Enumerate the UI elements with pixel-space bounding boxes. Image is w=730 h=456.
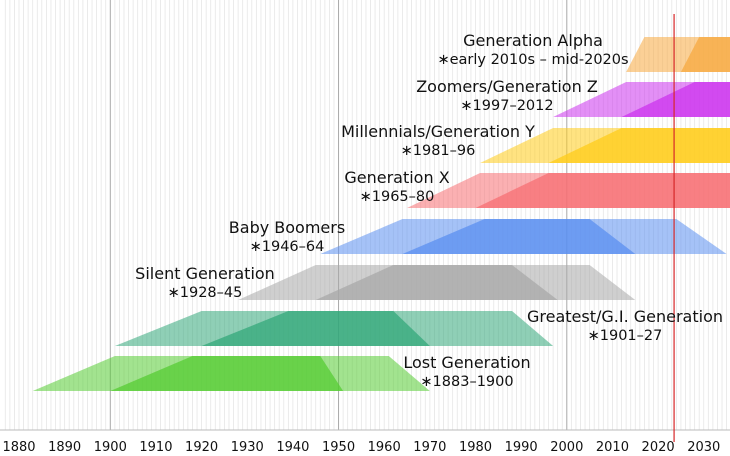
band-inner-trapezoid <box>548 128 730 163</box>
generation-years: ∗1883–1900 <box>420 374 513 390</box>
generation-band <box>320 219 727 254</box>
generation-band <box>553 82 730 117</box>
generation-years: ∗1928–45 <box>168 285 243 301</box>
generation-name: Lost Generation <box>403 353 530 372</box>
band-inner-trapezoid <box>315 265 558 300</box>
x-tick-label: 1960 <box>368 440 401 455</box>
generation-band <box>407 173 730 208</box>
x-tick-label: 2010 <box>596 440 629 455</box>
band-inner-trapezoid <box>402 219 636 254</box>
x-tick-label: 2030 <box>687 440 720 455</box>
generation-name: Generation X <box>344 168 449 187</box>
grid-lines <box>0 0 730 431</box>
generation-years: ∗1946–64 <box>250 239 325 255</box>
generation-label: Generation X ∗1965–80 <box>344 168 449 205</box>
band-inner-trapezoid <box>475 173 730 208</box>
generation-label: Lost Generation ∗1883–1900 <box>403 353 530 390</box>
generation-band <box>480 128 730 163</box>
x-axis-ticks: 1880 1890 1900 1910 1920 1930 1940 1950 1960 1970… <box>2 440 720 455</box>
band-inner-trapezoid <box>110 356 344 391</box>
generation-years: ∗1965–80 <box>360 189 435 205</box>
generation-band <box>114 311 554 346</box>
band-inner-trapezoid <box>680 37 730 72</box>
x-tick-label: 1970 <box>413 440 446 455</box>
x-tick-label: 1910 <box>139 440 172 455</box>
generation-label: Millennials/Generation Y ∗1981–96 <box>341 122 535 159</box>
x-tick-label: 2020 <box>642 440 675 455</box>
x-tick-label: 1920 <box>185 440 218 455</box>
band-inner-trapezoid <box>201 311 430 346</box>
generation-labels: Generation Alpha ∗early 2010s – mid-2020s… <box>135 31 723 390</box>
x-tick-label: 1980 <box>459 440 492 455</box>
generation-name: Millennials/Generation Y <box>341 122 535 141</box>
x-tick-label: 2000 <box>550 440 583 455</box>
x-tick-label: 1950 <box>322 440 355 455</box>
x-tick-label: 1880 <box>2 440 35 455</box>
generation-name: Generation Alpha <box>463 31 603 50</box>
x-tick-label: 1990 <box>505 440 538 455</box>
generation-years: ∗1901–27 <box>588 328 663 344</box>
generation-years: ∗1997–2012 <box>460 98 553 114</box>
generation-label: Baby Boomers ∗1946–64 <box>229 218 345 255</box>
generation-name: Baby Boomers <box>229 218 345 237</box>
generation-band <box>238 265 636 300</box>
x-tick-label: 1900 <box>94 440 127 455</box>
x-tick-label: 1930 <box>231 440 264 455</box>
band-inner-trapezoid <box>621 82 730 117</box>
generation-band <box>626 37 730 72</box>
generation-label: Greatest/G.I. Generation ∗1901–27 <box>527 307 723 344</box>
x-tick-label: 1940 <box>276 440 309 455</box>
generation-years: ∗early 2010s – mid-2020s <box>437 52 628 68</box>
generation-band <box>32 356 430 391</box>
generation-years: ∗1981–96 <box>401 143 476 159</box>
x-tick-label: 1890 <box>48 440 81 455</box>
generation-label: Generation Alpha ∗early 2010s – mid-2020s <box>437 31 628 68</box>
generation-name: Zoomers/Generation Z <box>416 77 598 96</box>
generation-name: Silent Generation <box>135 264 275 283</box>
generation-label: Silent Generation ∗1928–45 <box>135 264 275 301</box>
generation-label: Zoomers/Generation Z ∗1997–2012 <box>416 77 598 114</box>
generation-name: Greatest/G.I. Generation <box>527 307 723 326</box>
generation-bands <box>32 37 730 391</box>
